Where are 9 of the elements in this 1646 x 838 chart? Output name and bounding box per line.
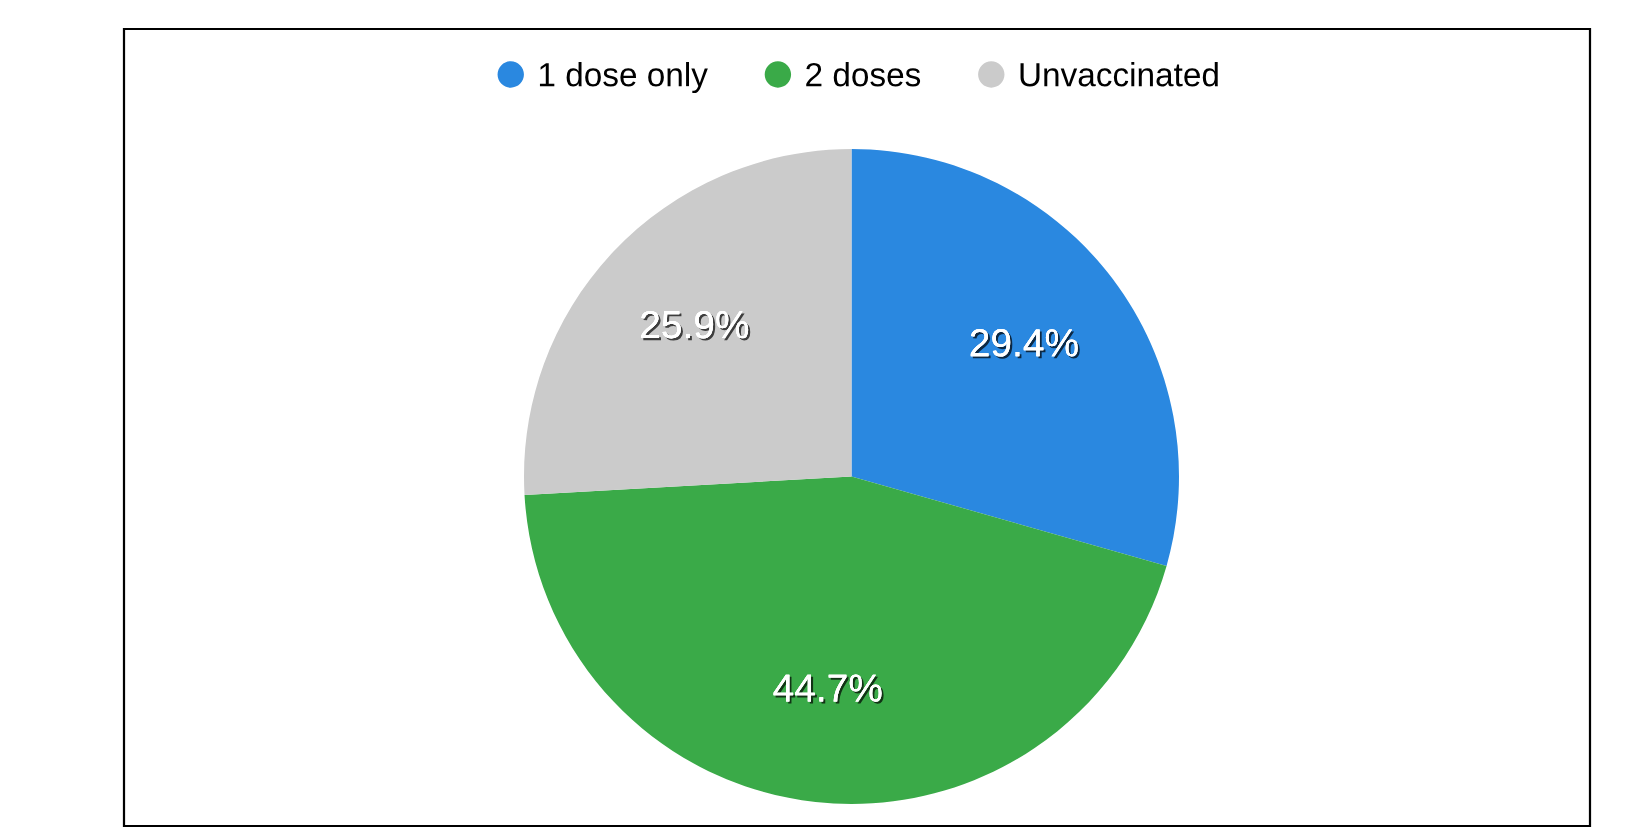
data-label: 29.4% <box>970 329 1080 359</box>
legend-label: 2 doses <box>806 62 921 87</box>
legend-label: Unvaccinated <box>1020 62 1218 87</box>
data-label: 44.7% <box>773 674 884 704</box>
legend-label: 1 dose only <box>539 62 708 94</box>
pie-slice <box>524 476 1167 804</box>
data-label: 25.9% <box>641 310 751 341</box>
pie-slice <box>524 149 852 496</box>
pie-slice <box>851 149 1179 566</box>
